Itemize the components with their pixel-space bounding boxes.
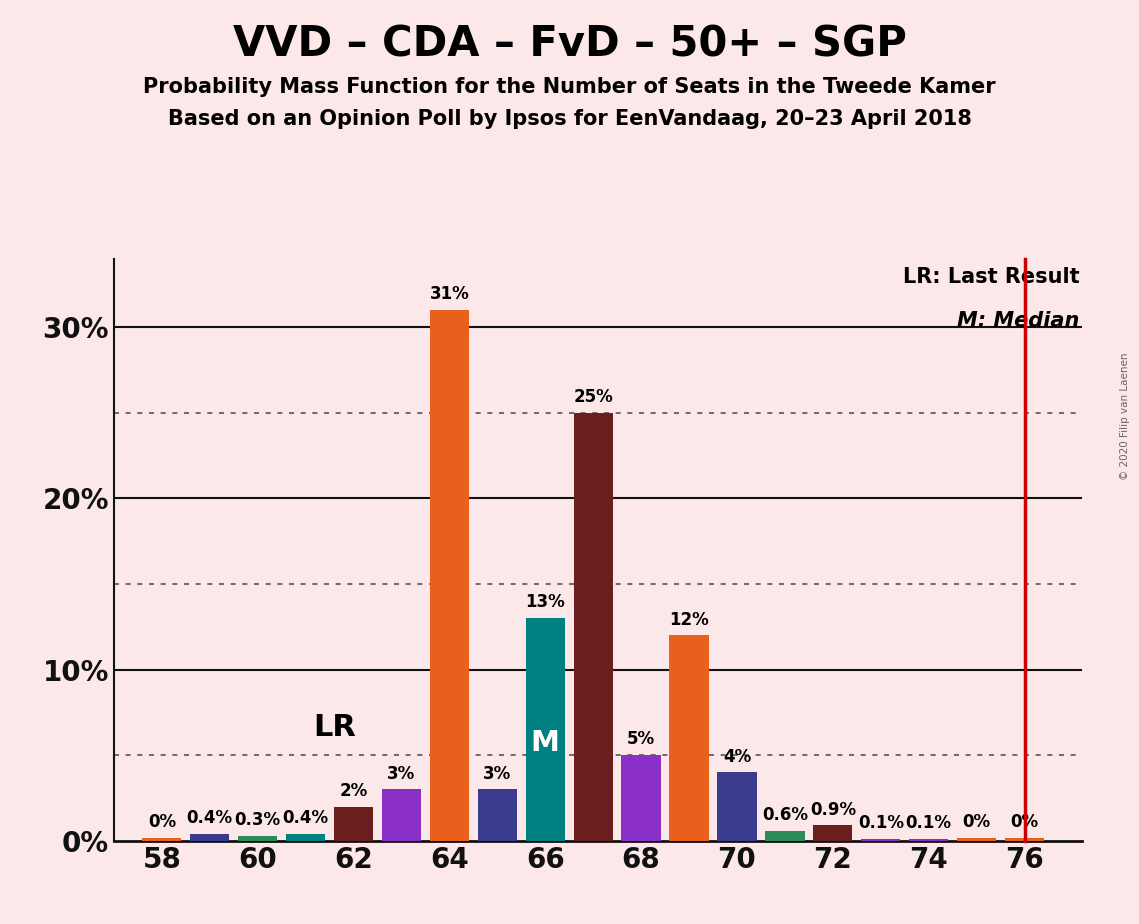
Bar <box>190 834 229 841</box>
Text: 3%: 3% <box>387 765 416 783</box>
Bar <box>622 755 661 841</box>
Bar <box>429 310 469 841</box>
Text: Based on an Opinion Poll by Ipsos for EenVandaag, 20–23 April 2018: Based on an Opinion Poll by Ipsos for Ee… <box>167 109 972 129</box>
Bar <box>286 834 326 841</box>
Bar <box>909 839 949 841</box>
Text: 2%: 2% <box>339 782 368 800</box>
Text: 3%: 3% <box>483 765 511 783</box>
Text: 0.1%: 0.1% <box>906 814 952 833</box>
Text: 0%: 0% <box>1010 813 1039 832</box>
Text: 0.4%: 0.4% <box>187 809 232 827</box>
Text: 4%: 4% <box>723 748 751 765</box>
Text: 0.9%: 0.9% <box>810 800 855 819</box>
Bar <box>334 807 374 841</box>
Bar <box>861 839 901 841</box>
Text: VVD – CDA – FvD – 50+ – SGP: VVD – CDA – FvD – 50+ – SGP <box>232 23 907 65</box>
Text: 25%: 25% <box>573 388 613 406</box>
Text: 31%: 31% <box>429 286 469 303</box>
Text: LR: Last Result: LR: Last Result <box>902 267 1079 287</box>
Text: 0%: 0% <box>148 813 175 832</box>
Bar <box>574 413 613 841</box>
Text: 5%: 5% <box>628 730 655 748</box>
Text: © 2020 Filip van Laenen: © 2020 Filip van Laenen <box>1120 352 1130 480</box>
Bar <box>1005 838 1044 841</box>
Text: 0.4%: 0.4% <box>282 809 329 827</box>
Bar <box>765 831 804 841</box>
Text: 0.6%: 0.6% <box>762 806 808 823</box>
Bar <box>382 789 421 841</box>
Bar <box>718 772 756 841</box>
Text: 0.3%: 0.3% <box>235 811 280 829</box>
Text: M: Median: M: Median <box>957 311 1079 331</box>
Text: LR: LR <box>313 712 355 742</box>
Bar <box>957 838 997 841</box>
Text: 13%: 13% <box>525 593 565 612</box>
Bar <box>142 838 181 841</box>
Bar <box>813 825 852 841</box>
Text: Probability Mass Function for the Number of Seats in the Tweede Kamer: Probability Mass Function for the Number… <box>144 77 995 97</box>
Text: 0%: 0% <box>962 813 991 832</box>
Bar <box>670 636 708 841</box>
Bar <box>525 618 565 841</box>
Text: 0.1%: 0.1% <box>858 814 903 833</box>
Bar <box>477 789 517 841</box>
Bar <box>238 835 277 841</box>
Text: M: M <box>531 729 559 757</box>
Text: 12%: 12% <box>670 611 708 628</box>
